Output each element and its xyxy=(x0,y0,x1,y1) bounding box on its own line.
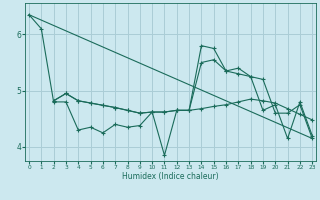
X-axis label: Humidex (Indice chaleur): Humidex (Indice chaleur) xyxy=(122,172,219,181)
